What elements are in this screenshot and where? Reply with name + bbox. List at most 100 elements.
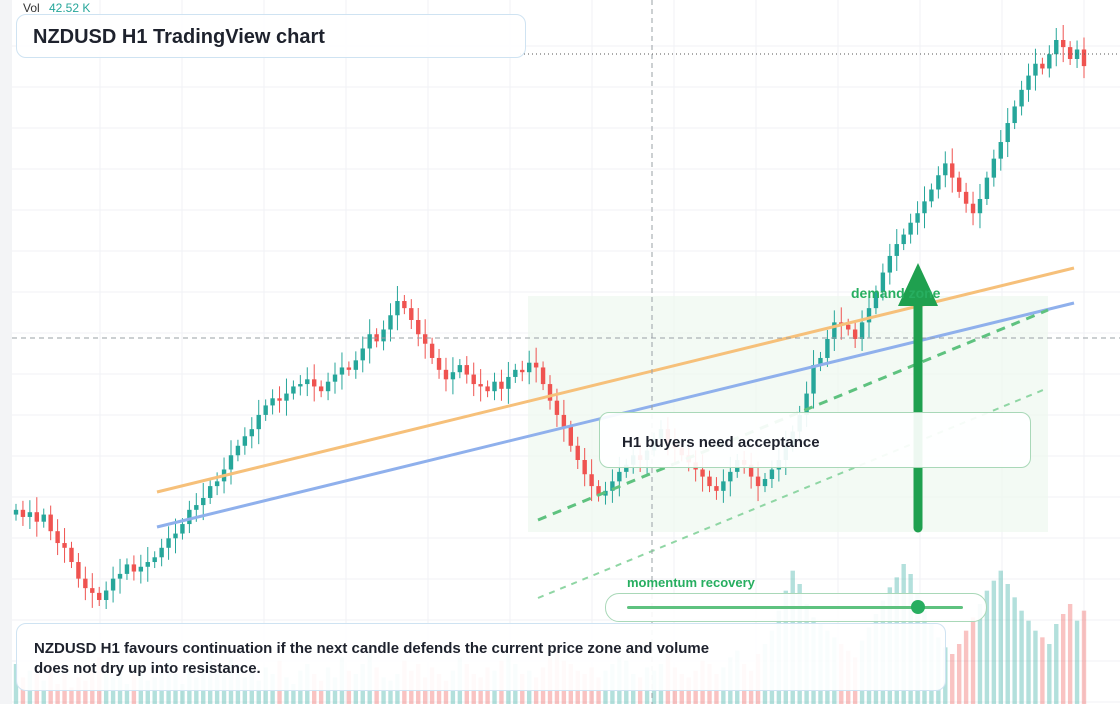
candle-body [429,343,435,358]
volume-bar [1067,604,1073,704]
momentum-slider-thumb[interactable] [911,600,925,614]
volume-bar [1005,584,1010,704]
chart-title: NZDUSD H1 TradingView chart [33,26,325,48]
candle-body [41,514,46,522]
volume-bar [1047,644,1052,704]
candle-body [894,244,899,256]
volume-value: 42.52 K [49,1,91,15]
volume-label: Vol [23,1,40,15]
candle-body [846,324,851,330]
volume-bar [1060,614,1066,704]
candle-body [589,474,594,487]
candle-body [991,158,997,178]
momentum-slider-track [627,606,963,609]
volume-bar [1054,624,1059,704]
candle-body [471,374,476,385]
candle-body [117,573,123,579]
candle-body [908,222,913,235]
candle-body [707,476,712,487]
candle-body [624,464,629,472]
candle-body [1067,47,1073,59]
candle-body [859,322,865,339]
candle-body [1074,49,1080,59]
demand-zone-label: demand zone [851,285,941,301]
candle-body [1012,106,1017,124]
candle-body [62,543,67,548]
candle-body [242,436,248,446]
candle-body [811,365,816,394]
candle-body [124,564,130,574]
volume-bar [1026,620,1031,704]
candle-body [388,315,393,330]
candle-body [984,177,990,199]
candle-body [485,386,490,392]
candle-body [1060,40,1066,48]
volume-bar [963,630,969,704]
candle-body [339,367,345,375]
candle-body [963,191,969,204]
candle-body [998,142,1003,159]
candle-body [131,564,137,572]
candle-body [103,590,109,600]
candle-body [332,374,338,382]
candle-body [110,578,116,591]
candle-body [575,445,580,460]
candle-body [325,381,331,392]
candle-body [284,393,289,401]
candle-body [540,367,546,385]
candle-body [769,469,775,479]
volume-bar [41,680,46,704]
volume-bar [145,680,150,704]
candle-body [721,481,726,491]
volume-bar [984,590,990,704]
candle-body [499,381,504,389]
callout-text: H1 buyers need acceptance [622,434,820,451]
candle-body [513,369,518,377]
candle-body [409,308,414,320]
candle-body [367,334,372,349]
candle-body [97,592,102,600]
candle-body [55,531,60,544]
candle-body [291,386,296,394]
candle-body [34,512,40,522]
candle-body [138,566,144,572]
candle-body [804,393,809,415]
candle-body [818,357,823,366]
volume-bar [256,680,261,704]
candle-body [298,384,303,387]
candle-body [318,386,324,392]
candle-body [880,272,886,292]
candle-body [610,481,615,491]
candle-body [866,308,872,323]
demand-arrow-head-icon [898,263,938,306]
callout-box: H1 buyers need acceptance [599,412,1031,468]
candle-body [69,547,74,563]
candle-body [582,460,587,475]
volume-bar [998,570,1003,704]
candle-body [520,369,525,373]
chart-title-box: NZDUSD H1 TradingView chart [16,14,526,58]
volume-bar [1033,630,1038,704]
candle-body [762,478,768,487]
volume-bar [1019,610,1024,704]
volume-bar [950,654,955,704]
candle-body [312,379,317,387]
candle-body [1047,54,1052,69]
candle-body [27,512,33,517]
candle-body [714,486,719,491]
candle-body [936,175,941,190]
candle-body [207,486,213,498]
volume-bar [991,580,997,704]
momentum-slider[interactable] [605,593,987,622]
candle-body [1005,123,1010,143]
candle-body [1081,49,1087,67]
candle-body [235,445,241,456]
volume-bar [180,684,185,704]
candle-body [568,426,574,446]
candle-body [554,400,560,415]
volume-bar [388,680,393,704]
candle-body [20,509,26,517]
candle-body [1054,40,1059,55]
volume-bar [970,617,976,704]
